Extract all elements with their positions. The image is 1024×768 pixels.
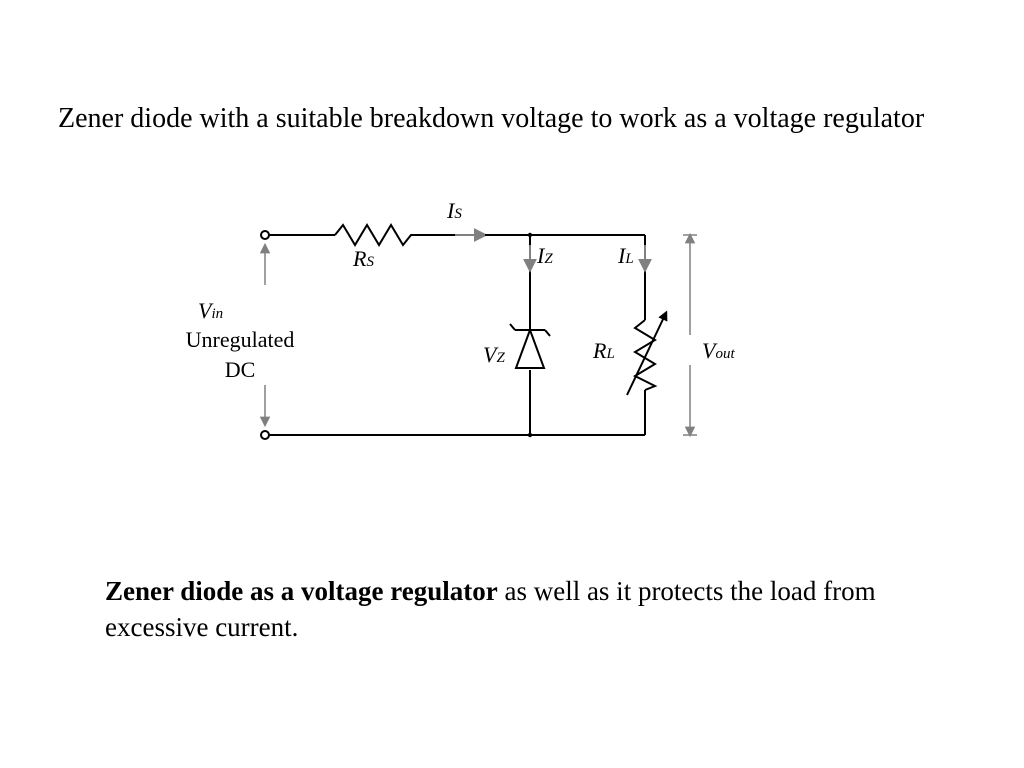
intro-text: Zener diode with a suitable breakdown vo… [58,100,928,138]
label-rl: RL [593,338,615,364]
label-is: IS [447,198,462,224]
label-rs: RS [353,246,374,272]
label-vout: Vout [702,338,735,364]
label-vin: Vin [198,298,223,324]
circuit-svg [195,190,755,460]
caption-text: Zener diode as a voltage regulator as we… [105,573,925,646]
label-dc: DC [170,357,310,383]
label-vz: VZ [483,342,505,368]
label-il: IL [618,243,634,269]
label-iz: IZ [537,243,553,269]
circuit-diagram: IS RS IZ IL Vin Unregulated DC VZ RL Vou… [195,190,755,460]
label-unregulated: Unregulated [170,327,310,353]
